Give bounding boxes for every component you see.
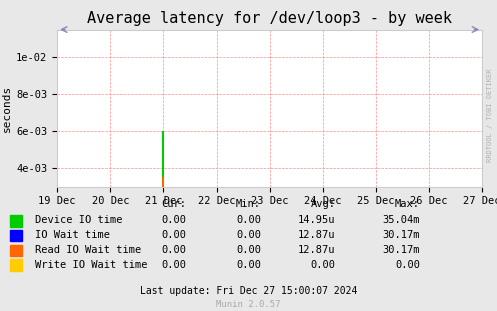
Text: 35.04m: 35.04m xyxy=(383,215,420,225)
Text: Max:: Max: xyxy=(395,199,420,209)
Text: RRDTOOL / TOBI OETIKER: RRDTOOL / TOBI OETIKER xyxy=(487,68,493,162)
Text: 0.00: 0.00 xyxy=(236,215,261,225)
Text: 0.00: 0.00 xyxy=(395,260,420,270)
Text: 0.00: 0.00 xyxy=(162,260,186,270)
Text: 12.87u: 12.87u xyxy=(298,245,335,255)
Text: Device IO time: Device IO time xyxy=(35,215,122,225)
Text: 0.00: 0.00 xyxy=(162,245,186,255)
Text: Avg:: Avg: xyxy=(311,199,335,209)
Text: IO Wait time: IO Wait time xyxy=(35,230,110,240)
Text: Munin 2.0.57: Munin 2.0.57 xyxy=(216,300,281,309)
Text: 0.00: 0.00 xyxy=(236,230,261,240)
Text: Min:: Min: xyxy=(236,199,261,209)
Text: Read IO Wait time: Read IO Wait time xyxy=(35,245,141,255)
Text: 0.00: 0.00 xyxy=(236,260,261,270)
Text: 12.87u: 12.87u xyxy=(298,230,335,240)
Text: Write IO Wait time: Write IO Wait time xyxy=(35,260,147,270)
Text: Last update: Fri Dec 27 15:00:07 2024: Last update: Fri Dec 27 15:00:07 2024 xyxy=(140,286,357,296)
Text: 0.00: 0.00 xyxy=(162,230,186,240)
Title: Average latency for /dev/loop3 - by week: Average latency for /dev/loop3 - by week xyxy=(87,11,452,26)
Text: 30.17m: 30.17m xyxy=(383,230,420,240)
Text: 30.17m: 30.17m xyxy=(383,245,420,255)
Text: Cur:: Cur: xyxy=(162,199,186,209)
Y-axis label: seconds: seconds xyxy=(2,85,12,132)
Text: 0.00: 0.00 xyxy=(162,215,186,225)
Text: 0.00: 0.00 xyxy=(236,245,261,255)
Text: 14.95u: 14.95u xyxy=(298,215,335,225)
Text: 0.00: 0.00 xyxy=(311,260,335,270)
